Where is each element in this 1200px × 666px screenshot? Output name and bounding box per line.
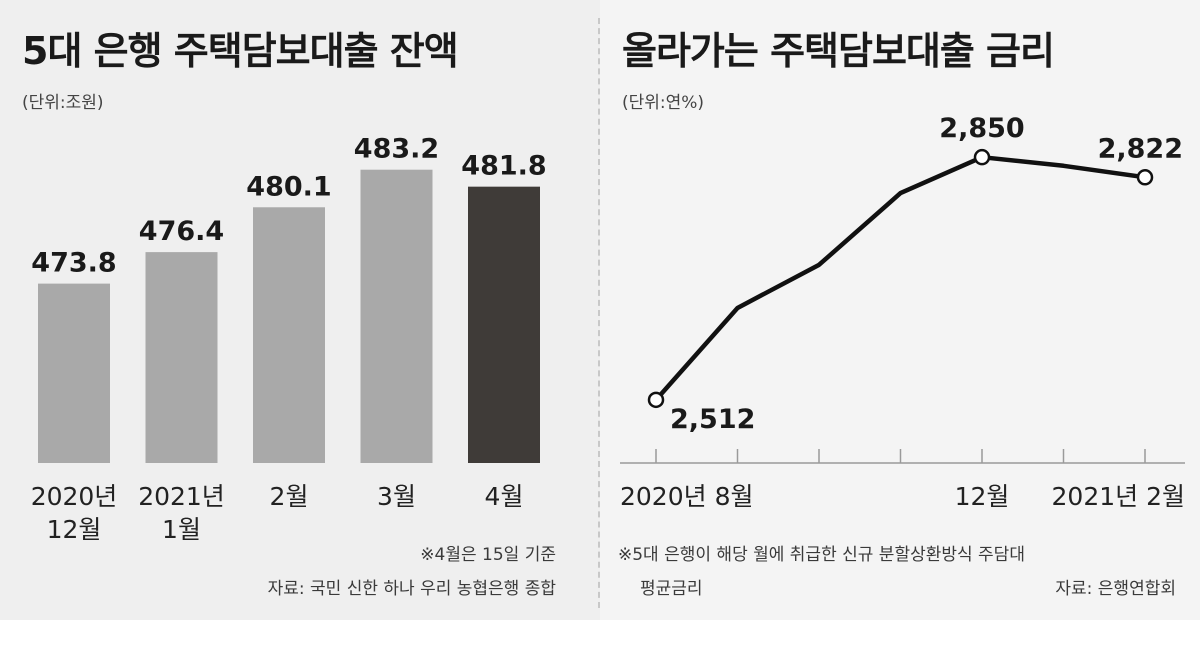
right-panel xyxy=(600,0,1200,620)
bar-value-label: 481.8 xyxy=(461,151,546,182)
bar xyxy=(468,186,540,463)
category-label: 3월 xyxy=(377,482,416,511)
bar-value-label: 480.1 xyxy=(246,171,331,202)
category-label: 4월 xyxy=(485,482,524,511)
bar-chart: 473.8 2020년 12월 476.4 2021년 1월 480.1 2월 483.2 3월 4… xyxy=(31,134,547,544)
line-chart-note-line2: 평균금리 xyxy=(640,579,703,599)
bar-value-label: 473.8 xyxy=(31,248,116,279)
panel-divider xyxy=(598,18,600,608)
bar-chart-source: 자료: 국민 신한 하나 우리 농협은행 종합 xyxy=(267,579,556,599)
bar xyxy=(38,283,110,463)
bottom-strip xyxy=(0,620,1200,666)
series-line xyxy=(654,154,1146,402)
line-chart-unit: (단위:연%) xyxy=(622,93,705,113)
bar xyxy=(145,252,218,463)
line-chart: 2,512 2,850 2,822 2020년 8월 12월 2021년 2월 xyxy=(620,113,1185,511)
category-label: 1월 xyxy=(162,515,201,544)
bar-value-label: 476.4 xyxy=(139,216,224,247)
bar xyxy=(360,169,433,464)
category-label: 2020년 xyxy=(31,482,118,511)
data-point-label: 2,822 xyxy=(1098,133,1183,164)
bar-value-label: 483.2 xyxy=(354,134,439,165)
category-label: 2월 xyxy=(270,482,309,511)
data-point-marker xyxy=(1136,169,1154,186)
category-label: 2021년 xyxy=(138,482,225,511)
category-label: 12월 xyxy=(47,515,102,544)
line-chart-note-line1: ※5대 은행이 해당 월에 취급한 신규 분할상환방식 주담대 xyxy=(618,545,1025,565)
x-axis-label: 2020년 8월 xyxy=(620,482,753,511)
line-chart-title: 올라가는 주택담보대출 금리 xyxy=(622,29,1055,73)
bar-chart-title: 5대 은행 주택담보대출 잔액 xyxy=(22,29,459,73)
data-point-label: 2,512 xyxy=(670,404,755,435)
x-axis-label: 12월 xyxy=(955,482,1010,511)
bar-chart-note: ※4월은 15일 기준 xyxy=(420,545,556,565)
data-point-marker xyxy=(647,391,665,409)
line-chart-source: 자료: 은행연합회 xyxy=(1055,579,1176,599)
data-point-label: 2,850 xyxy=(939,113,1024,144)
bar xyxy=(253,207,325,463)
data-point-marker xyxy=(973,148,991,166)
bar-chart-unit: (단위:조원) xyxy=(22,93,104,113)
x-axis-label: 2021년 2월 xyxy=(1052,482,1185,511)
